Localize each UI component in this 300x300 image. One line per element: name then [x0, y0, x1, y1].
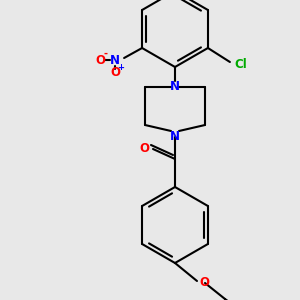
Text: N: N	[170, 130, 180, 143]
Text: -: -	[103, 49, 107, 59]
Text: O: O	[199, 275, 209, 289]
Text: Cl: Cl	[234, 58, 247, 70]
Text: O: O	[110, 65, 120, 79]
Text: O: O	[139, 142, 149, 154]
Text: N: N	[110, 53, 120, 67]
Text: +: +	[118, 62, 124, 71]
Text: O: O	[95, 53, 105, 67]
Text: N: N	[170, 80, 180, 94]
